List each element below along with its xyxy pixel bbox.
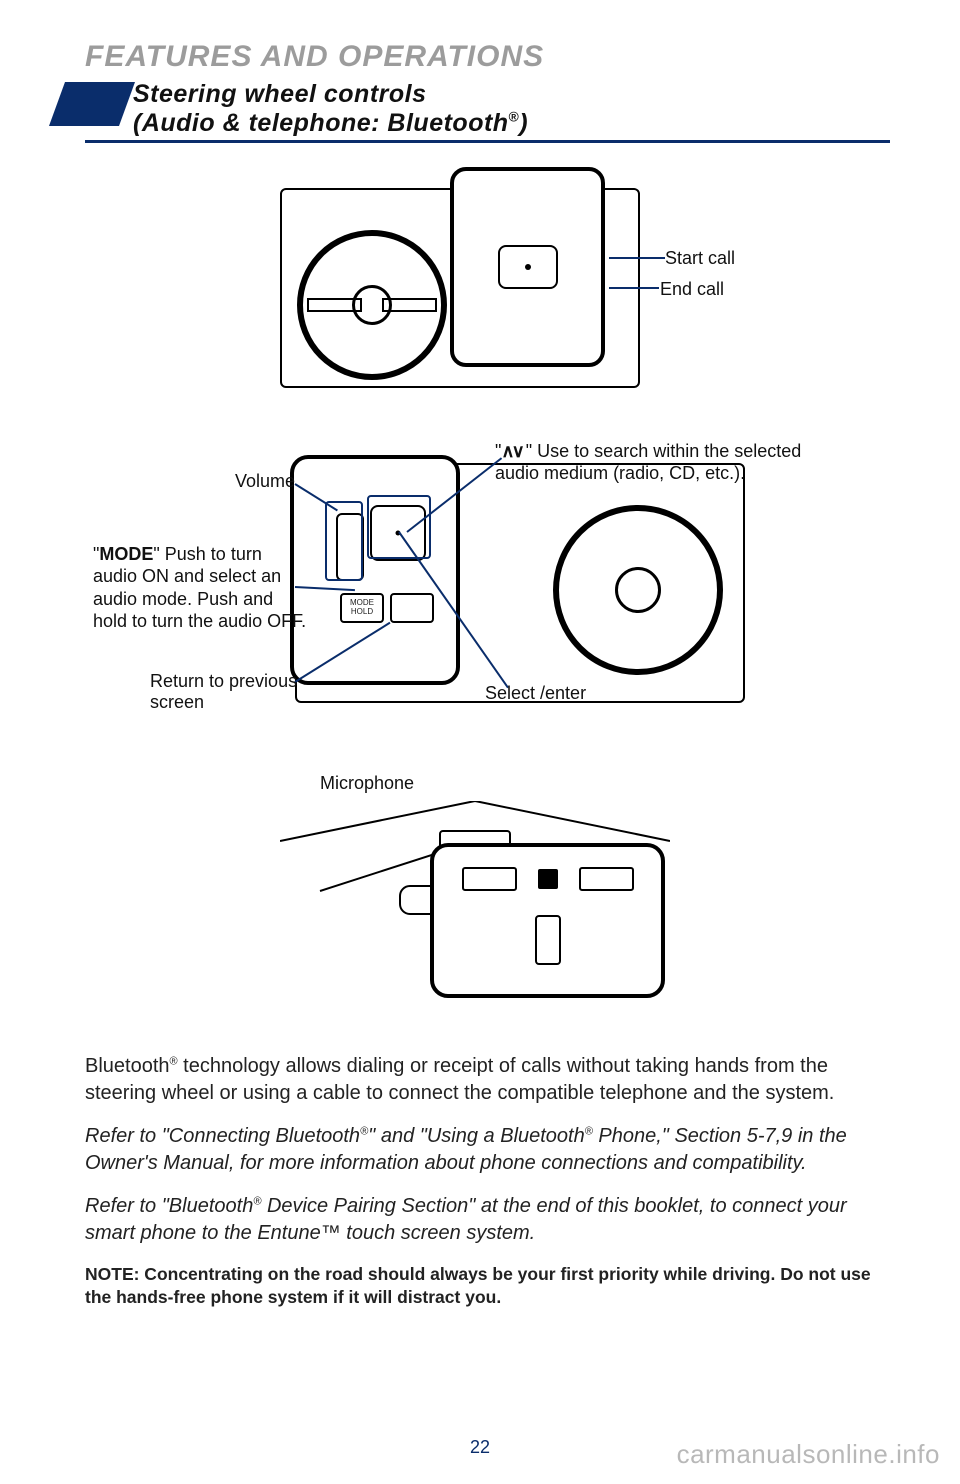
diagram-area: Start call End call MODE HOLD Volume "MO… <box>85 183 890 1053</box>
steering-wheel-icon <box>553 505 723 675</box>
body-p2: Refer to "Connecting Bluetooth®" and "Us… <box>85 1123 890 1177</box>
body-text: Bluetooth® technology allows dialing or … <box>85 1053 890 1310</box>
p2-b: " and "Using a Bluetooth <box>368 1125 585 1147</box>
highlight-box <box>325 501 363 581</box>
console-slot-icon <box>538 869 558 889</box>
title-line1: Steering wheel controls <box>133 80 427 108</box>
page-title: Steering wheel controls (Audio & telepho… <box>133 80 528 138</box>
registered-mark-icon: ® <box>170 1055 178 1067</box>
p1-pre: Bluetooth <box>85 1055 170 1077</box>
label-search-desc: "∧ ∨ " Use to search within the selected… <box>495 440 835 485</box>
spoke-icon <box>307 298 362 312</box>
title-row: Steering wheel controls (Audio & telepho… <box>85 80 890 143</box>
steering-wheel-icon <box>297 230 447 380</box>
label-select-enter: Select /enter <box>485 683 586 704</box>
mode-bold: MODE <box>99 544 153 564</box>
leader-line <box>609 287 659 289</box>
label-start-call: Start call <box>665 248 735 269</box>
microphone-icon <box>535 915 561 965</box>
figure-2-callout: MODE HOLD <box>290 455 460 685</box>
highlight-box <box>367 495 431 559</box>
p1-post: technology allows dialing or receipt of … <box>85 1055 834 1104</box>
title-line2-post: ) <box>519 109 528 137</box>
mode-button-icon: MODE HOLD <box>340 593 384 623</box>
registered-mark-icon: ® <box>585 1125 593 1137</box>
overhead-console-icon <box>458 865 638 925</box>
watermark: carmanualsonline.info <box>677 1439 940 1470</box>
registered-mark-icon: ® <box>360 1125 368 1137</box>
label-end-call: End call <box>660 279 724 300</box>
spoke-icon <box>382 298 437 312</box>
note-text: NOTE: Concentrating on the road should a… <box>85 1263 890 1310</box>
dpad-icon <box>498 245 558 289</box>
registered-mark-icon: ® <box>509 109 520 124</box>
leader-line <box>609 257 665 259</box>
page-number: 22 <box>470 1437 490 1458</box>
title-wedge-icon <box>49 82 135 126</box>
p2-a: Refer to "Connecting Bluetooth <box>85 1125 360 1147</box>
figure-1-callout <box>450 167 605 367</box>
label-mode-desc: "MODE" Push to turn audio ON and select … <box>93 543 308 633</box>
search-desc-post: " Use to search within the selected audi… <box>495 441 801 484</box>
figure-3-callout <box>430 843 665 998</box>
chevron-up-down-icon: ∧ ∨ <box>501 441 520 461</box>
label-volume: Volume <box>235 471 295 492</box>
body-p3: Refer to "Bluetooth® Device Pairing Sect… <box>85 1193 890 1247</box>
back-button-icon <box>390 593 434 623</box>
label-microphone: Microphone <box>320 773 414 794</box>
section-header: FEATURES AND OPERATIONS <box>85 40 890 74</box>
p3-a: Refer to "Bluetooth <box>85 1195 253 1217</box>
label-return: Return to previous screen <box>150 671 300 714</box>
title-line2-pre: (Audio & telephone: Bluetooth <box>133 109 509 137</box>
console-button-icon <box>579 867 634 891</box>
body-p1: Bluetooth® technology allows dialing or … <box>85 1053 890 1107</box>
console-button-icon <box>462 867 517 891</box>
